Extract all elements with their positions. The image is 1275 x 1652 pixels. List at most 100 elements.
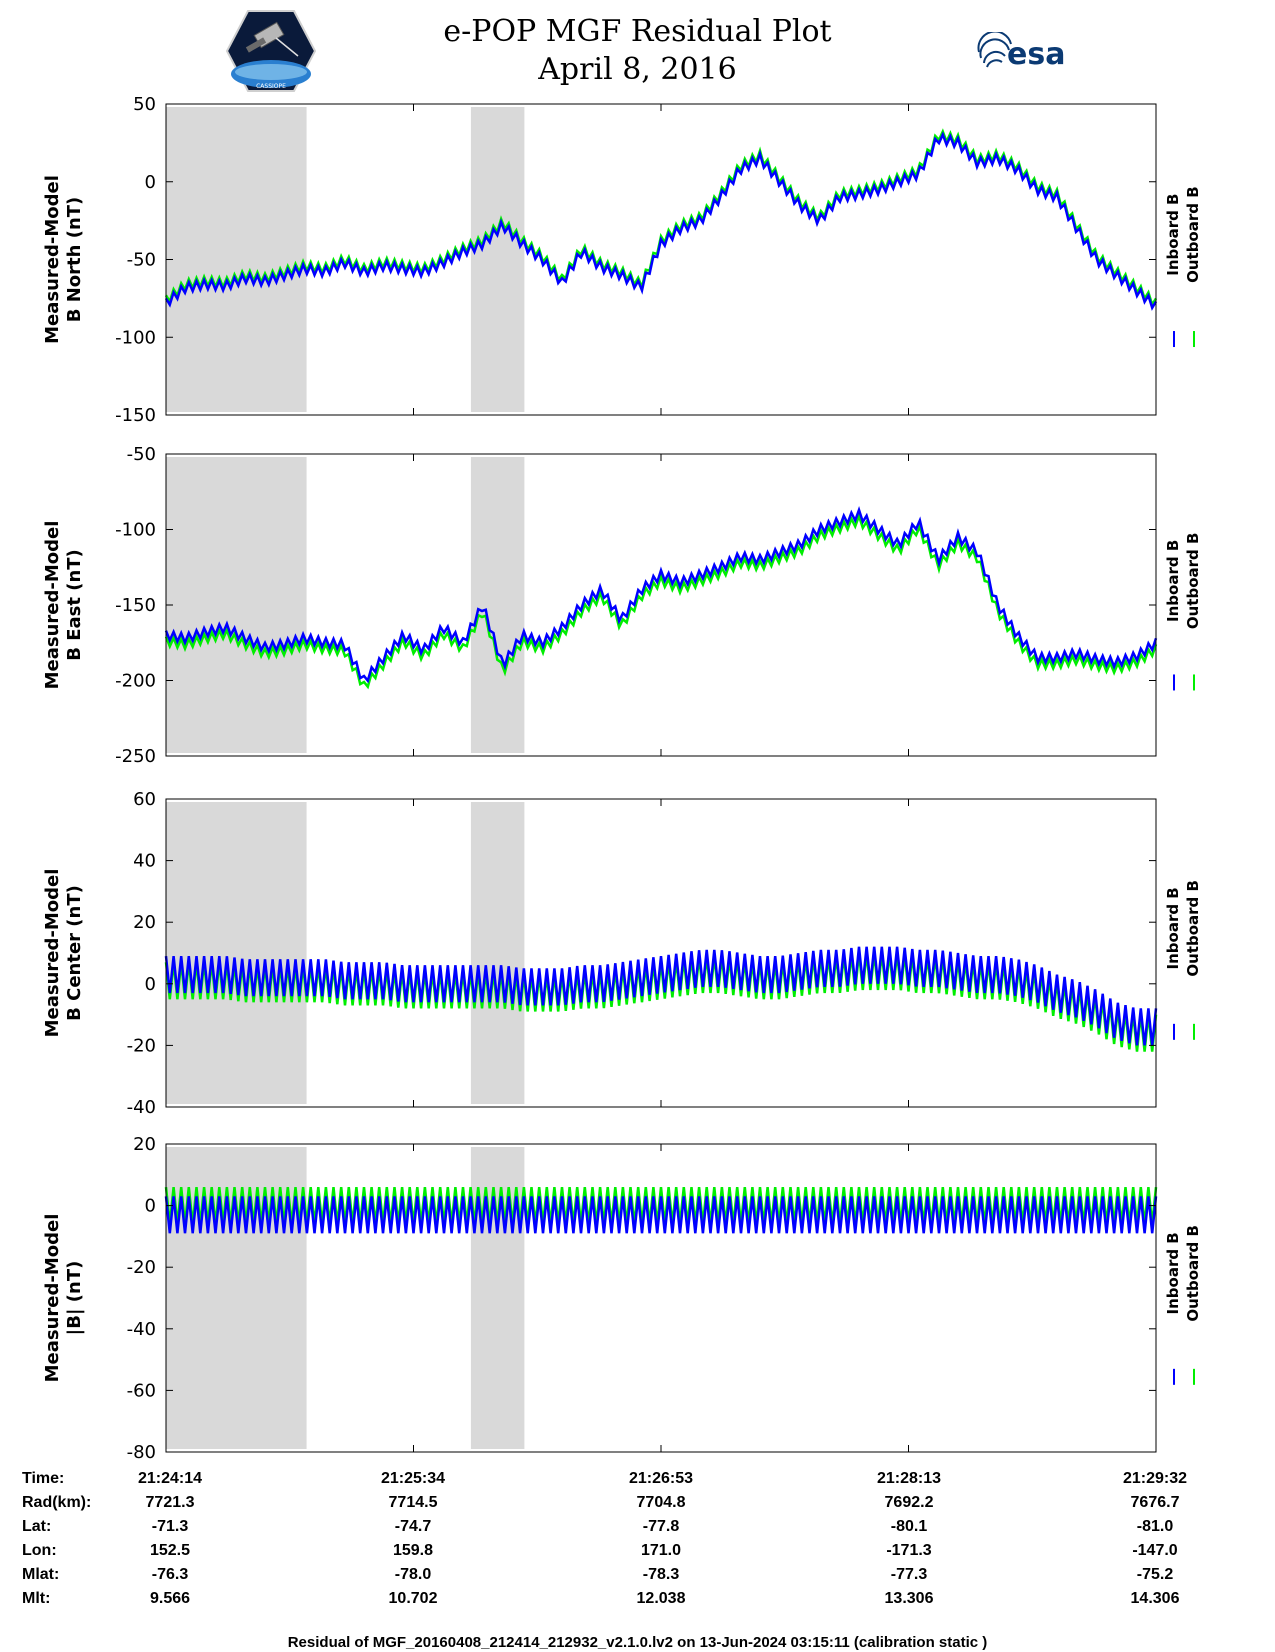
- panel-2: -50 -100 -150 -200 -250 Measured-Model B East …: [42, 444, 1202, 767]
- y-tick-label: -20: [127, 1035, 156, 1056]
- time-value: 21:29:32: [1122, 1470, 1188, 1487]
- data-gap: [470, 802, 525, 1104]
- y-tick-label: -200: [115, 671, 156, 692]
- data-gap: [166, 457, 307, 753]
- data-gap: [470, 107, 525, 412]
- row-label-lon: Lon:: [22, 1542, 57, 1559]
- y-tick-label: 20: [133, 1134, 156, 1155]
- mlat-value: -75.2: [1136, 1566, 1174, 1583]
- mlt-value: 12.038: [636, 1590, 686, 1607]
- mlat-value: -77.3: [890, 1566, 928, 1583]
- y-tick-label: 40: [133, 851, 156, 872]
- mlat-value: -78.3: [642, 1566, 680, 1583]
- legend-outboard-label: Outboard B: [1184, 1225, 1202, 1322]
- lat-value: -74.7: [394, 1518, 432, 1535]
- row-label-time: Time:: [22, 1470, 65, 1487]
- plot-date: April 8, 2016: [538, 52, 737, 87]
- series-inboard: [164, 131, 1158, 311]
- row-label-mlt: Mlt:: [22, 1590, 51, 1607]
- y-tick-label: -50: [127, 444, 156, 465]
- plot-frame: [165, 798, 1157, 1108]
- y-tick-label: -100: [115, 327, 156, 348]
- series-outboard: [164, 512, 1158, 690]
- legend-outboard-label: Outboard B: [1184, 533, 1202, 630]
- y-tick-label: -50: [127, 250, 156, 271]
- time-value: 21:25:34: [380, 1470, 446, 1487]
- row-label-rad: Rad(km):: [22, 1494, 92, 1511]
- svg-text:esa: esa: [1007, 37, 1065, 72]
- legend-outboard-label: Outboard B: [1184, 186, 1202, 283]
- lon-value: 159.8: [392, 1542, 434, 1559]
- y-tick-label: -250: [115, 746, 156, 767]
- legend-outboard-label: Outboard B: [1184, 880, 1202, 977]
- mlat-value: -76.3: [151, 1566, 189, 1583]
- lat-value: -71.3: [151, 1518, 189, 1535]
- rad-value: 7721.3: [145, 1494, 195, 1511]
- y-tick-label: -60: [127, 1380, 156, 1401]
- y-tick-label: -40: [127, 1097, 156, 1118]
- y-axis-label: B Center (nT): [64, 885, 85, 1021]
- row-label-lat: Lat:: [22, 1518, 52, 1535]
- y-tick-label: 20: [133, 912, 156, 933]
- panel-1: 50 0 -50 -100 -150 Measured-Model B North (nT)…: [42, 94, 1202, 426]
- data-gap: [166, 802, 307, 1104]
- y-tick-label: 0: [145, 974, 156, 995]
- rad-value: 7676.7: [1130, 1494, 1180, 1511]
- mlat-value: -78.0: [394, 1566, 432, 1583]
- plot-frame: [165, 453, 1157, 757]
- svg-text:CASSIOPE: CASSIOPE: [256, 83, 286, 90]
- lat-value: -77.8: [642, 1518, 680, 1535]
- legend-inboard-label: Inboard B: [1164, 540, 1182, 622]
- time-value: 21:26:53: [628, 1470, 694, 1487]
- y-axis-label: |B| (nT): [64, 1261, 85, 1336]
- y-axis-label: Measured-Model: [42, 175, 63, 344]
- lat-value: -80.1: [890, 1518, 928, 1535]
- lon-value: -171.3: [886, 1542, 932, 1559]
- legend-inboard-label: Inboard B: [1164, 1232, 1182, 1314]
- esa-logo-icon: esa: [977, 32, 1065, 72]
- data-gap: [470, 457, 525, 753]
- y-tick-label: 0: [145, 172, 156, 193]
- lon-value: -147.0: [1132, 1542, 1178, 1559]
- time-value: 21:28:13: [876, 1470, 942, 1487]
- series-inboard: [164, 1196, 1158, 1234]
- legend-inboard-label: Inboard B: [1164, 194, 1182, 276]
- y-tick-label: 50: [133, 94, 156, 115]
- mlt-value: 9.566: [149, 1590, 191, 1607]
- rad-value: 7704.8: [636, 1494, 686, 1511]
- rad-value: 7714.5: [388, 1494, 438, 1511]
- y-tick-label: -150: [115, 405, 156, 426]
- lon-value: 152.5: [149, 1542, 191, 1559]
- plot-frame: [165, 103, 1157, 416]
- series-inboard: [164, 506, 1158, 684]
- y-axis-label: Measured-Model: [42, 521, 63, 690]
- series-inboard: [164, 946, 1158, 1046]
- data-gap: [166, 107, 307, 412]
- y-axis-label: Measured-Model: [42, 1214, 63, 1383]
- time-value: 21:24:14: [137, 1470, 203, 1487]
- legend-inboard-label: Inboard B: [1164, 887, 1182, 969]
- row-label-mlat: Mlat:: [22, 1566, 60, 1583]
- lat-value: -81.0: [1136, 1518, 1174, 1535]
- y-axis-label: Measured-Model: [42, 869, 63, 1038]
- y-tick-label: 0: [145, 1196, 156, 1217]
- plot-title: e-POP MGF Residual Plot: [443, 14, 832, 49]
- y-tick-label: 60: [133, 789, 156, 810]
- y-tick-label: -20: [127, 1257, 156, 1278]
- cassiope-logo-icon: CASSIOPE: [226, 10, 316, 92]
- mlt-value: 10.702: [388, 1590, 438, 1607]
- panel-3: 60 40 20 0 -20 -40 Measured-Model B Center (nT)…: [42, 789, 1202, 1118]
- mlt-value: 13.306: [884, 1590, 934, 1607]
- rad-value: 7692.2: [884, 1494, 934, 1511]
- lon-value: 171.0: [640, 1542, 682, 1559]
- series-outboard: [164, 128, 1158, 308]
- y-tick-label: -40: [127, 1319, 156, 1340]
- panel-4: 20 0 -20 -40 -60 -80 Measured-Model |B| (nT) Inb…: [42, 1134, 1202, 1463]
- footer-caption: Residual of MGF_20160408_212414_212932_v…: [287, 1634, 988, 1651]
- mlt-value: 14.306: [1130, 1590, 1180, 1607]
- y-axis-label: B East (nT): [64, 549, 85, 661]
- y-tick-label: -80: [127, 1442, 156, 1463]
- y-tick-label: -150: [115, 595, 156, 616]
- y-tick-label: -100: [115, 520, 156, 541]
